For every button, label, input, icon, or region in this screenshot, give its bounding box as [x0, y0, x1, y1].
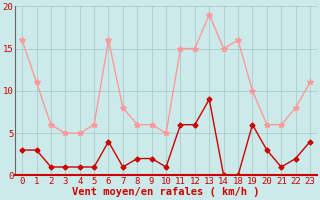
X-axis label: Vent moyen/en rafales ( km/h ): Vent moyen/en rafales ( km/h )	[72, 187, 260, 197]
